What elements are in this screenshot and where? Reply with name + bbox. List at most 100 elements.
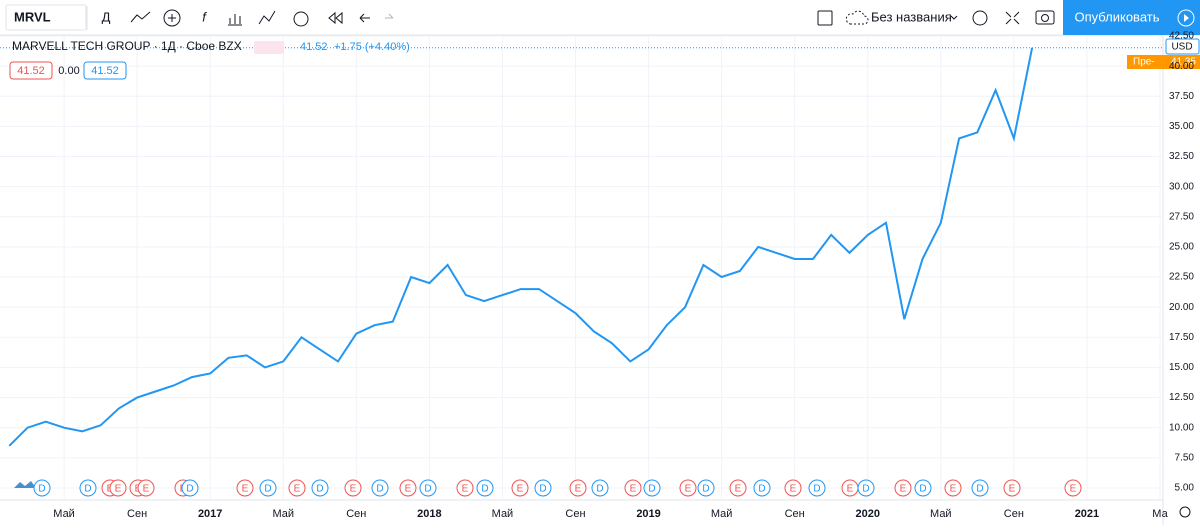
undo-icon[interactable] [359, 13, 370, 23]
event-label: E [1070, 484, 1077, 495]
event-marker [181, 479, 199, 497]
symbol-box[interactable] [5, 4, 87, 31]
bid-box [9, 61, 53, 80]
y-tick-label: 27.50 [1169, 211, 1194, 222]
event-label: E [685, 484, 692, 495]
y-tick-label: 37.50 [1169, 91, 1194, 102]
event-label: E [950, 484, 957, 495]
plot [0, 35, 1163, 500]
y-tick-label: 32.50 [1169, 151, 1194, 162]
event-label: E [294, 484, 301, 495]
event-label: D [84, 484, 91, 495]
event-marker [753, 479, 771, 497]
y-tick-label: 35.00 [1169, 121, 1194, 132]
currency-box [1165, 38, 1200, 55]
x-tick-label: 2018 [417, 508, 441, 520]
event-marker [511, 479, 529, 497]
snapshot-icon[interactable] [1035, 10, 1055, 25]
event-marker [624, 479, 642, 497]
event-marker [259, 479, 277, 497]
legend-spread: 0.00 [58, 65, 79, 77]
event-marker [679, 479, 697, 497]
event-label: D [424, 484, 431, 495]
event-marker [236, 479, 254, 497]
event-label: E [790, 484, 797, 495]
toolbar [0, 0, 1200, 35]
event-label: E [517, 484, 524, 495]
event-label: E [900, 484, 907, 495]
event-label: E [575, 484, 582, 495]
event-marker [288, 479, 306, 497]
publish-label[interactable]: Опубликовать [1074, 9, 1159, 24]
event-label: E [630, 484, 637, 495]
premarket-label: Пре- [1133, 57, 1155, 68]
event-label: D [38, 484, 45, 495]
event-marker [729, 479, 747, 497]
event-label: D [376, 484, 383, 495]
x-tick-label: 2019 [636, 508, 660, 520]
event-marker [857, 479, 875, 497]
financials-icon[interactable] [228, 14, 242, 26]
dropdown[interactable] [950, 15, 958, 20]
event-marker [399, 479, 417, 497]
ask-box [83, 61, 127, 80]
x-tick-label: 2017 [198, 508, 222, 520]
event-marker [109, 479, 127, 497]
event-label: D [264, 484, 271, 495]
snapshot-lens [1041, 14, 1049, 22]
legend-bid: 41.52 [17, 65, 45, 77]
play-circle [1177, 9, 1195, 27]
alert-icon[interactable] [293, 11, 309, 27]
event-label: D [862, 484, 869, 495]
x-tick-label: 2021 [1075, 508, 1099, 520]
x-tick-label: Сен [1004, 508, 1024, 520]
event-marker [643, 479, 661, 497]
fullscreen-icon[interactable] [1005, 11, 1020, 25]
templates-icon[interactable] [258, 10, 276, 25]
event-label: E [1009, 484, 1016, 495]
event-label: D [186, 484, 193, 495]
symbol[interactable]: MRVL [14, 9, 51, 24]
y-tick-label: 12.50 [1169, 392, 1194, 403]
event-marker [344, 479, 362, 497]
event-label: D [316, 484, 323, 495]
y-tick-label: 22.50 [1169, 272, 1194, 283]
x-tick-label: Ма [1152, 508, 1168, 520]
interval[interactable]: Д [102, 9, 111, 24]
compare-icon[interactable] [163, 9, 181, 27]
event-label: D [758, 484, 765, 495]
x-tick-label: Сен [127, 508, 147, 520]
y-tick-label: 20.00 [1169, 302, 1194, 313]
indicators-icon[interactable]: f [202, 9, 207, 24]
x-tick-label: Май [272, 508, 294, 520]
x-tick-label: Май [930, 508, 952, 520]
event-label: E [847, 484, 854, 495]
y-tick-label: 42.50 [1169, 31, 1194, 42]
event-label: D [976, 484, 983, 495]
layout-name[interactable]: Без названия [871, 9, 952, 24]
select-box[interactable] [817, 10, 833, 26]
y-tick-label: 15.00 [1169, 362, 1194, 373]
settings-icon[interactable] [972, 10, 988, 26]
event-marker [33, 479, 51, 497]
event-marker [971, 479, 989, 497]
overlay: MARVELL TECH GROUP · 1Д · Cboe BZX 41.52… [9, 38, 1200, 518]
event-marker [419, 479, 437, 497]
publish-button[interactable] [1063, 0, 1172, 35]
compare-plus [168, 14, 176, 22]
legend-change: +1.75 (+4.40%) [334, 41, 410, 53]
redo-icon[interactable] [385, 13, 394, 19]
replay-icon[interactable] [328, 11, 343, 25]
event-marker [456, 479, 474, 497]
premarket-price: 41.35 [1171, 57, 1196, 68]
logo[interactable] [14, 481, 36, 488]
event-label: E [350, 484, 357, 495]
y-tick-label: 10.00 [1169, 422, 1194, 433]
legend-last: 41.52 [300, 41, 328, 53]
x-tick-label: Май [711, 508, 733, 520]
axis-settings[interactable] [1179, 506, 1191, 518]
legend-ask: 41.52 [91, 65, 119, 77]
chart-type-icon[interactable] [130, 11, 151, 23]
event-marker [914, 479, 932, 497]
